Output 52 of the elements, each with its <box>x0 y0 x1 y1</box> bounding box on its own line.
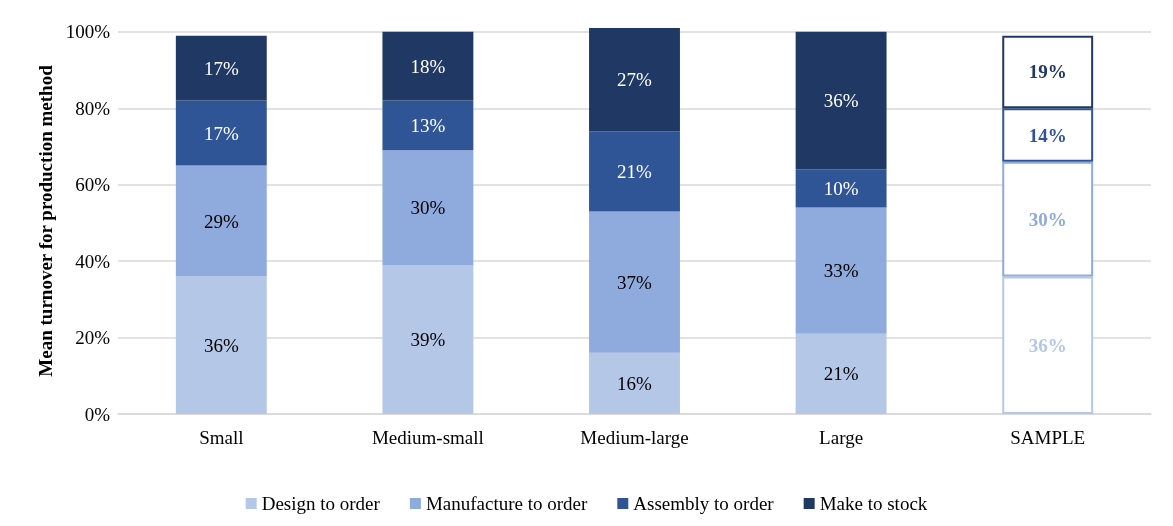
y-tick-label: 80% <box>75 97 111 119</box>
bar <box>175 35 267 101</box>
x-tick-label: SAMPLE <box>1010 427 1086 448</box>
bar <box>382 100 474 151</box>
data-label: 17% <box>203 57 239 79</box>
data-label: 39% <box>410 328 446 350</box>
data-label: 21% <box>617 160 653 182</box>
data-label: 13% <box>410 114 446 136</box>
data-label: 27% <box>617 69 653 91</box>
legend-label: Design to order <box>261 493 381 514</box>
bar <box>589 131 680 212</box>
y-tick-label: 0% <box>84 403 111 425</box>
bar <box>382 31 474 101</box>
y-tick-label: 60% <box>75 174 111 196</box>
y-tick-label: 100% <box>65 21 111 43</box>
x-tick-label: Large <box>819 427 864 448</box>
data-label: 17% <box>203 122 239 144</box>
data-label: 36% <box>203 334 239 356</box>
bar <box>795 333 887 414</box>
data-label: 30% <box>410 197 446 219</box>
bar <box>175 100 267 166</box>
bar <box>175 165 267 277</box>
data-label: 10% <box>823 178 859 200</box>
data-label: 30% <box>1028 208 1067 230</box>
y-axis-title: Mean turnover for production method <box>34 64 56 377</box>
bar <box>175 276 267 414</box>
bar <box>589 28 680 132</box>
bar <box>382 150 474 265</box>
bar <box>589 211 680 353</box>
bar <box>589 352 680 414</box>
data-label: 14% <box>1028 124 1067 146</box>
data-label: 36% <box>823 90 859 112</box>
y-tick-label: 20% <box>75 327 111 349</box>
data-label: 33% <box>823 260 859 282</box>
x-tick-label: Small <box>199 427 244 448</box>
y-tick-label: 40% <box>75 250 111 272</box>
data-label: 29% <box>203 210 239 232</box>
bar <box>795 169 887 208</box>
legend-label: Make to stock <box>819 493 928 514</box>
data-label: 37% <box>617 271 653 293</box>
x-tick-label: Medium-small <box>371 427 484 448</box>
bar <box>382 264 474 414</box>
data-label: 19% <box>1028 61 1067 83</box>
data-label: 16% <box>617 372 653 394</box>
bar <box>795 31 887 170</box>
legend-label: Assembly to order <box>633 493 775 514</box>
bar <box>795 207 887 334</box>
legend-label: Manufacture to order <box>425 493 588 514</box>
data-label: 18% <box>410 55 446 77</box>
x-tick-label: Medium-large <box>580 427 689 448</box>
data-label: 36% <box>1028 334 1067 356</box>
data-label: 21% <box>823 363 859 385</box>
